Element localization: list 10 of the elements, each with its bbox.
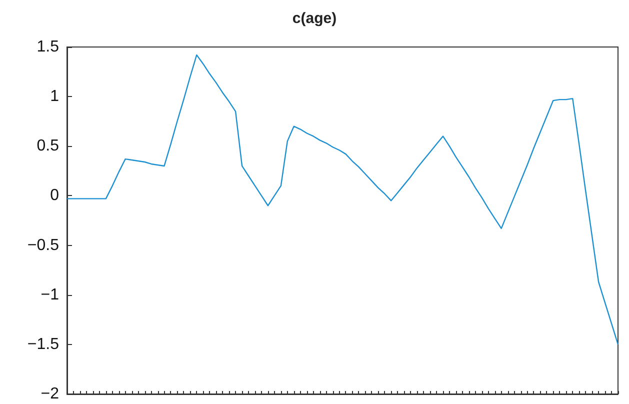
y-tick-label: −1.5 bbox=[27, 336, 60, 353]
y-tick-label: −2 bbox=[40, 386, 60, 402]
y-tick-label: 1.5 bbox=[36, 38, 60, 56]
y-tick-label: −1 bbox=[40, 286, 60, 304]
y-tick-label: 0.5 bbox=[36, 138, 60, 155]
y-tick-label: 0 bbox=[50, 187, 60, 204]
y-tick-label: −0.5 bbox=[27, 236, 60, 254]
y-tick-label: 1 bbox=[50, 88, 60, 106]
chart-title: c(age) bbox=[292, 10, 337, 27]
line-series bbox=[66, 54, 619, 346]
